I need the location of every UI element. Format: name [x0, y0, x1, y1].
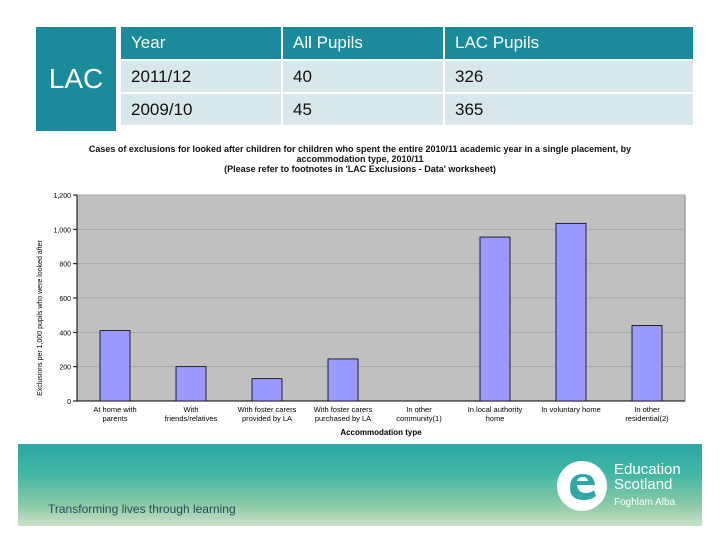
footer-banner: Transforming lives through learning Educ…: [18, 444, 702, 526]
bar: [631, 325, 663, 402]
logo-text-foghlam-alba: Foghlam Alba: [614, 497, 676, 508]
y-tick-label: 1,200: [53, 193, 71, 200]
chart-subtitle: (Please refer to footnotes in 'LAC Exclu…: [224, 164, 496, 174]
y-axis-title: Exclusions per 1,000 pupils who were loo…: [37, 240, 44, 396]
x-tick-label: community(1): [396, 414, 442, 423]
x-tick-label: In local authority: [468, 405, 523, 414]
lac-label: LAC: [48, 63, 104, 94]
table-header-row: Year All Pupils LAC Pupils: [121, 27, 693, 59]
y-tick-label: 1,000: [53, 227, 71, 234]
x-tick-label: purchased by LA: [315, 414, 371, 423]
y-tick-label: 200: [59, 365, 71, 372]
y-tick-label: 400: [59, 330, 71, 337]
bar: [251, 378, 283, 402]
education-scotland-emblem-icon: [557, 461, 607, 511]
y-tick-label: 0: [67, 399, 71, 406]
y-tick-label: 800: [59, 262, 71, 269]
column-header-year: Year: [121, 27, 281, 59]
table-cell: 365: [445, 94, 693, 125]
table-cell: 2011/12: [121, 61, 281, 92]
footer-tagline: Transforming lives through learning: [48, 502, 236, 516]
bar: [99, 330, 131, 402]
table-cell: 326: [445, 61, 693, 92]
education-scotland-logo: Education Scotland Foghlam Alba: [556, 460, 681, 512]
chart-title-block: Cases of exclusions for looked after chi…: [80, 144, 640, 174]
x-tick-label: With foster carers: [314, 405, 373, 414]
logo-text-scotland: Scotland: [614, 476, 673, 493]
column-header-lac-pupils: LAC Pupils: [445, 27, 693, 59]
data-table: Year All Pupils LAC Pupils 2011/12 40 32…: [119, 25, 695, 127]
table-row: 2009/10 45 365: [121, 94, 693, 125]
bar: [555, 222, 587, 402]
x-tick-label: residential(2): [625, 414, 669, 423]
x-tick-label: provided by LA: [242, 414, 292, 423]
x-axis-title: Accommodation type: [340, 428, 422, 437]
x-tick-label: With foster carers: [238, 405, 297, 414]
x-tick-label: In other: [406, 405, 432, 414]
bar: [479, 236, 511, 402]
table-cell: 40: [283, 61, 443, 92]
x-tick-label: With: [184, 405, 199, 414]
logo-text-education: Education: [614, 461, 681, 478]
x-tick-label: home: [486, 414, 505, 423]
lac-label-box: LAC: [36, 27, 116, 131]
x-tick-label: parents: [102, 414, 127, 423]
column-header-all-pupils: All Pupils: [283, 27, 443, 59]
bar: [175, 366, 207, 402]
bar: [327, 358, 359, 402]
x-tick-label: At home with: [93, 405, 136, 414]
x-tick-label: In other: [634, 405, 660, 414]
table-row: 2011/12 40 326: [121, 61, 693, 92]
x-tick-label: In voluntary home: [541, 405, 601, 414]
chart-title: Cases of exclusions for looked after chi…: [88, 144, 632, 164]
y-tick-label: 600: [59, 296, 71, 303]
table-cell: 2009/10: [121, 94, 281, 125]
x-tick-label: friends/relatives: [165, 414, 218, 423]
table-cell: 45: [283, 94, 443, 125]
